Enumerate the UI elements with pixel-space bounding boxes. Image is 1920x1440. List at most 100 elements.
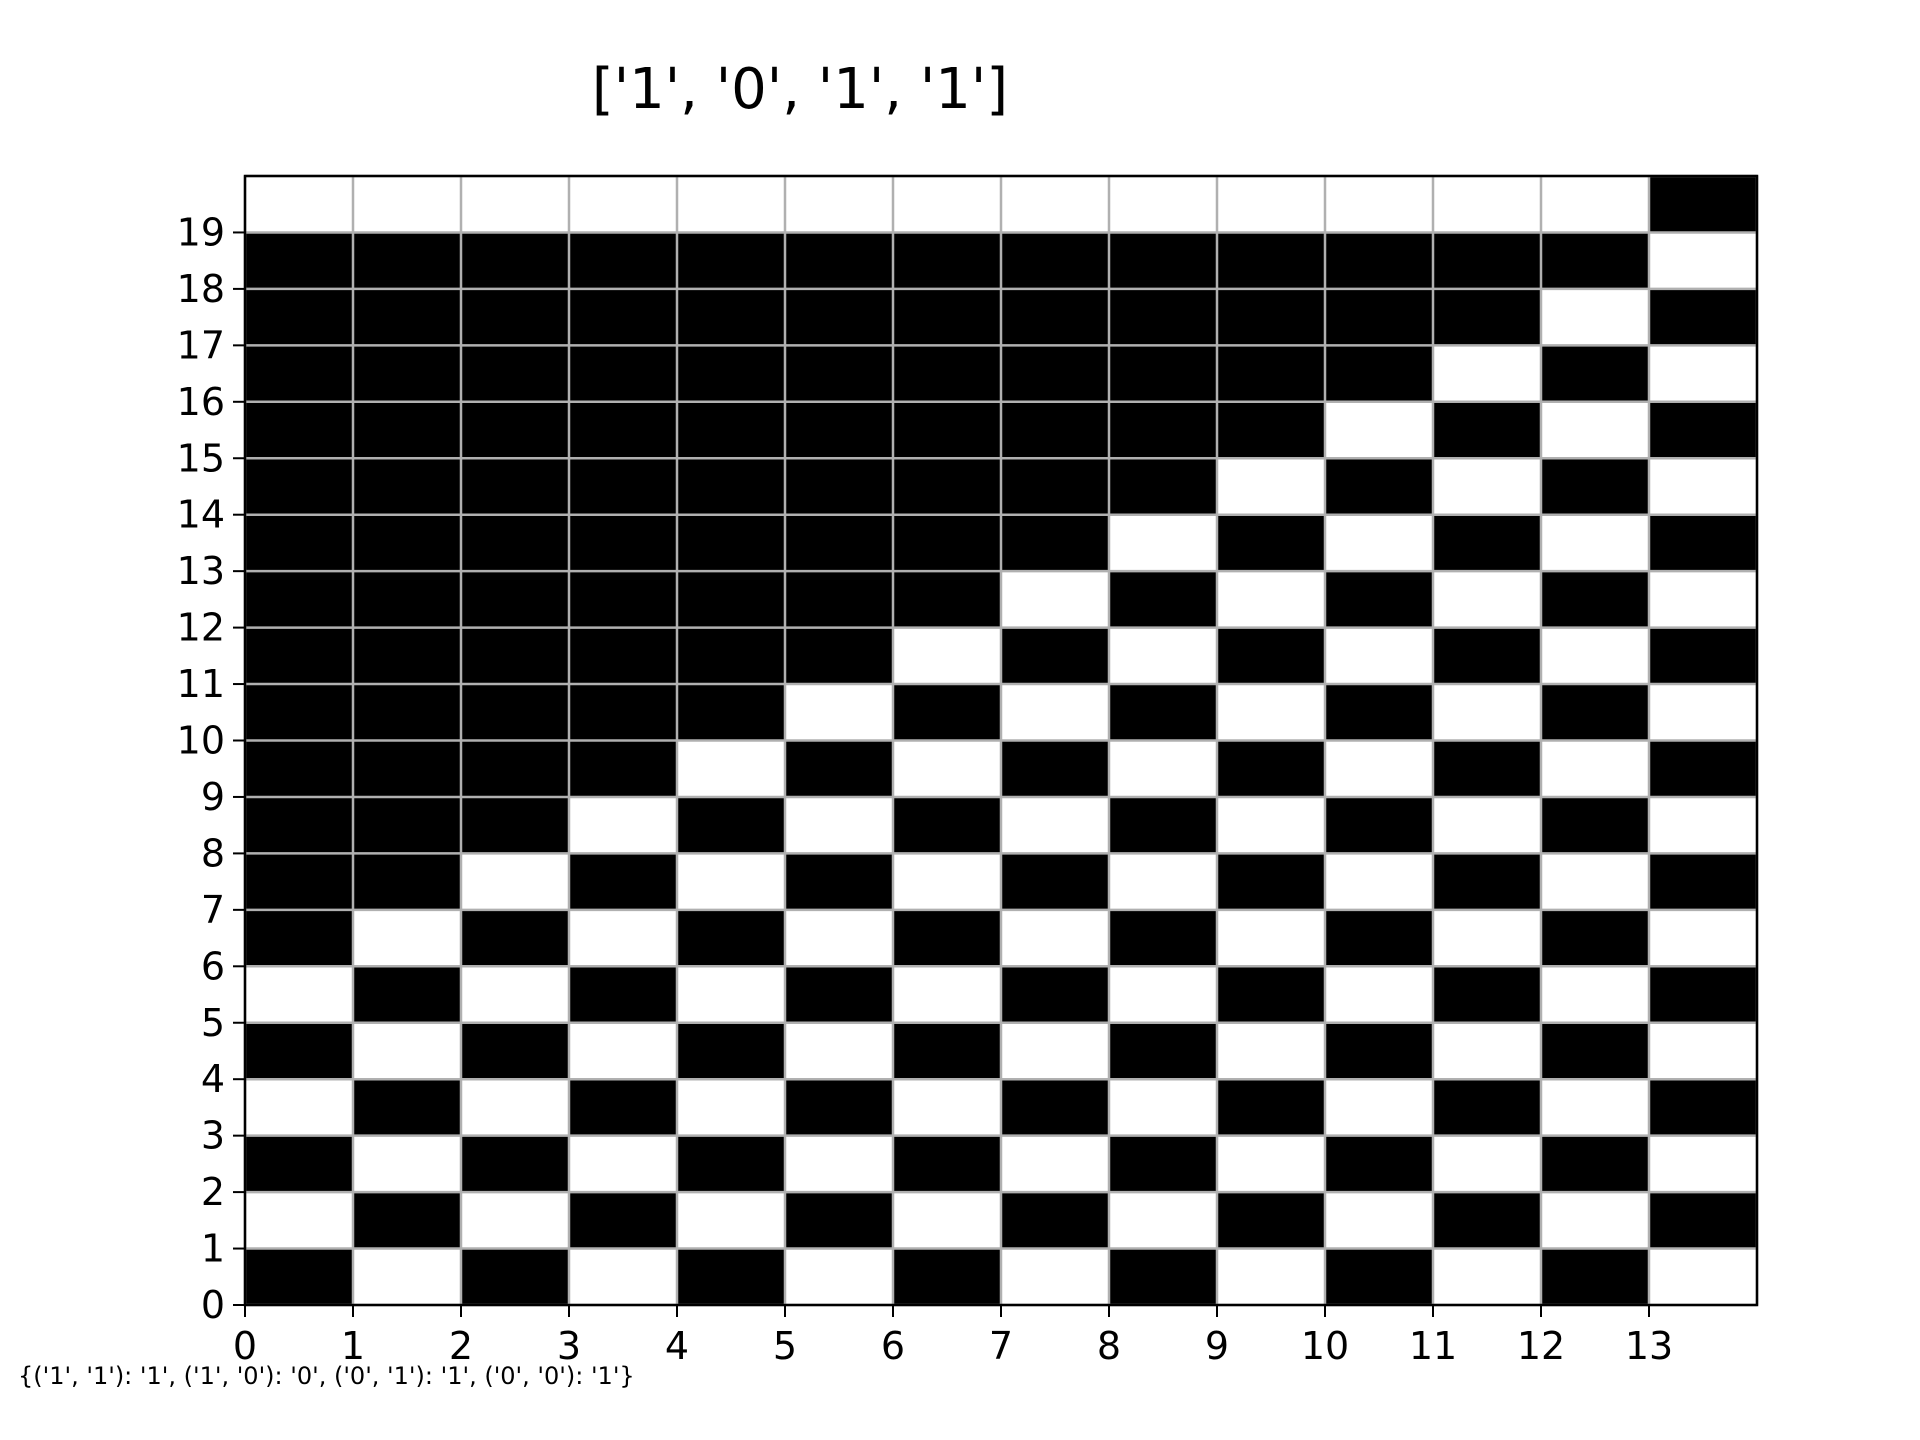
- cell-r2-c0: [245, 1135, 354, 1193]
- cell-r9-c2: [461, 740, 570, 798]
- x-tick-label-4: 4: [665, 1324, 689, 1368]
- cell-r4-c5: [785, 1022, 894, 1080]
- cell-r10-c6: [893, 684, 1002, 741]
- cell-r10-c3: [569, 684, 678, 741]
- cell-r3-c7: [1001, 1079, 1110, 1137]
- cell-r18-c10: [1325, 232, 1434, 290]
- cell-r12-c7: [1001, 571, 1110, 629]
- cell-r5-c8: [1109, 966, 1218, 1024]
- cell-r6-c3: [569, 909, 678, 967]
- cell-r0-c6: [893, 1248, 1002, 1306]
- cell-r13-c0: [245, 514, 354, 572]
- cell-r14-c1: [353, 458, 462, 516]
- cell-r14-c8: [1109, 458, 1218, 516]
- cell-r6-c7: [1001, 909, 1110, 967]
- cell-r6-c9: [1217, 909, 1326, 967]
- cell-r12-c9: [1217, 571, 1326, 629]
- cell-r17-c10: [1325, 288, 1434, 346]
- cell-r0-c5: [785, 1248, 894, 1306]
- cell-r9-c13: [1649, 740, 1758, 798]
- cell-r12-c5: [785, 571, 894, 629]
- cell-r14-c3: [569, 458, 678, 516]
- cell-r15-c4: [677, 401, 786, 459]
- cell-r7-c12: [1541, 853, 1650, 911]
- cell-r13-c4: [677, 514, 786, 572]
- cell-r4-c0: [245, 1022, 354, 1080]
- cell-r14-c12: [1541, 458, 1650, 516]
- cell-r18-c12: [1541, 232, 1650, 290]
- cell-r16-c0: [245, 345, 354, 403]
- cell-r1-c8: [1109, 1192, 1218, 1250]
- cell-r2-c11: [1433, 1135, 1542, 1193]
- cell-r11-c3: [569, 627, 678, 685]
- cell-r13-c9: [1217, 514, 1326, 572]
- y-tick-label-15: 15: [177, 436, 225, 480]
- cell-r5-c2: [461, 966, 570, 1024]
- cell-r15-c11: [1433, 401, 1542, 459]
- cell-r6-c0: [245, 909, 354, 967]
- cell-r11-c1: [353, 627, 462, 685]
- cell-r19-c11: [1433, 176, 1542, 233]
- cell-r17-c3: [569, 288, 678, 346]
- cell-r16-c12: [1541, 345, 1650, 403]
- x-tick-label-6: 6: [881, 1324, 905, 1368]
- cell-r11-c9: [1217, 627, 1326, 685]
- cell-r9-c12: [1541, 740, 1650, 798]
- cell-r6-c2: [461, 909, 570, 967]
- cell-r8-c0: [245, 796, 354, 854]
- y-tick-label-1: 1: [201, 1227, 225, 1271]
- cell-r16-c2: [461, 345, 570, 403]
- y-tick-label-16: 16: [177, 380, 225, 424]
- cell-r0-c1: [353, 1248, 462, 1306]
- cell-r9-c3: [569, 740, 678, 798]
- cell-r0-c9: [1217, 1248, 1326, 1306]
- cell-r18-c13: [1649, 232, 1758, 290]
- cell-r4-c10: [1325, 1022, 1434, 1080]
- cell-r12-c13: [1649, 571, 1758, 629]
- cell-r4-c12: [1541, 1022, 1650, 1080]
- cell-r4-c8: [1109, 1022, 1218, 1080]
- cell-r18-c2: [461, 232, 570, 290]
- cell-r13-c13: [1649, 514, 1758, 572]
- cell-r1-c11: [1433, 1192, 1542, 1250]
- cell-r14-c9: [1217, 458, 1326, 516]
- cell-r2-c3: [569, 1135, 678, 1193]
- cell-r17-c6: [893, 288, 1002, 346]
- cell-r14-c10: [1325, 458, 1434, 516]
- cell-r5-c7: [1001, 966, 1110, 1024]
- x-tick-label-5: 5: [773, 1324, 797, 1368]
- cell-r3-c8: [1109, 1079, 1218, 1137]
- cell-r4-c4: [677, 1022, 786, 1080]
- cell-r1-c12: [1541, 1192, 1650, 1250]
- cell-r8-c6: [893, 796, 1002, 854]
- cell-r17-c9: [1217, 288, 1326, 346]
- cell-r11-c7: [1001, 627, 1110, 685]
- y-tick-label-12: 12: [177, 606, 225, 650]
- cell-r12-c3: [569, 571, 678, 629]
- cell-r8-c4: [677, 796, 786, 854]
- cell-r16-c13: [1649, 345, 1758, 403]
- cell-r3-c6: [893, 1079, 1002, 1137]
- cell-r13-c6: [893, 514, 1002, 572]
- cell-r13-c11: [1433, 514, 1542, 572]
- y-tick-label-11: 11: [177, 662, 225, 706]
- cell-r14-c2: [461, 458, 570, 516]
- x-tick-label-2: 2: [449, 1324, 473, 1368]
- cell-r3-c3: [569, 1079, 678, 1137]
- cell-r1-c2: [461, 1192, 570, 1250]
- cell-r14-c11: [1433, 458, 1542, 516]
- cell-r19-c7: [1001, 176, 1110, 233]
- cell-r0-c0: [245, 1248, 354, 1306]
- cell-r2-c7: [1001, 1135, 1110, 1193]
- cell-r18-c5: [785, 232, 894, 290]
- cell-r8-c11: [1433, 796, 1542, 854]
- cell-r8-c3: [569, 796, 678, 854]
- cell-r2-c5: [785, 1135, 894, 1193]
- cell-r8-c9: [1217, 796, 1326, 854]
- cell-r9-c1: [353, 740, 462, 798]
- cell-r3-c9: [1217, 1079, 1326, 1137]
- cell-r7-c5: [785, 853, 894, 911]
- y-tick-label-5: 5: [201, 1001, 225, 1045]
- cell-r18-c6: [893, 232, 1002, 290]
- cell-r13-c7: [1001, 514, 1110, 572]
